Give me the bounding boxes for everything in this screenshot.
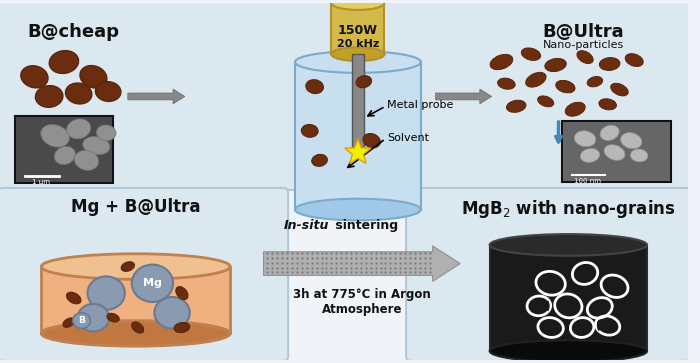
Ellipse shape <box>577 51 593 64</box>
Ellipse shape <box>363 134 380 148</box>
Ellipse shape <box>176 287 188 299</box>
Ellipse shape <box>625 54 643 66</box>
Ellipse shape <box>97 125 116 141</box>
Ellipse shape <box>36 86 63 107</box>
Ellipse shape <box>507 100 526 112</box>
Ellipse shape <box>545 58 566 72</box>
Bar <box>331 3 384 54</box>
Ellipse shape <box>295 51 421 73</box>
Ellipse shape <box>83 136 110 155</box>
Ellipse shape <box>73 313 90 329</box>
Ellipse shape <box>41 254 230 280</box>
Wedge shape <box>597 320 608 331</box>
Ellipse shape <box>566 102 585 116</box>
Ellipse shape <box>66 292 81 304</box>
Ellipse shape <box>132 322 144 333</box>
Ellipse shape <box>356 76 372 88</box>
Ellipse shape <box>580 148 600 162</box>
Wedge shape <box>539 301 550 311</box>
Ellipse shape <box>331 0 384 10</box>
Ellipse shape <box>522 48 540 60</box>
Text: Mg: Mg <box>143 278 162 288</box>
Text: Atmosphere: Atmosphere <box>321 303 402 316</box>
Text: 100 nm: 100 nm <box>575 178 601 184</box>
Bar <box>352 54 364 152</box>
Text: 150W: 150W <box>338 24 378 37</box>
Bar <box>562 121 671 182</box>
Ellipse shape <box>132 265 173 302</box>
Ellipse shape <box>599 58 620 70</box>
Ellipse shape <box>41 321 230 346</box>
Ellipse shape <box>538 96 554 107</box>
Text: B@Ultra: B@Ultra <box>542 23 624 41</box>
Ellipse shape <box>66 83 92 104</box>
Ellipse shape <box>621 132 642 149</box>
Ellipse shape <box>63 318 75 327</box>
Ellipse shape <box>556 80 575 93</box>
Text: B: B <box>78 316 85 325</box>
Bar <box>564 122 670 181</box>
Ellipse shape <box>331 47 384 61</box>
FancyBboxPatch shape <box>406 188 690 361</box>
Ellipse shape <box>490 340 647 362</box>
Ellipse shape <box>306 79 323 94</box>
Text: Solvent: Solvent <box>387 133 429 143</box>
FancyBboxPatch shape <box>0 1 690 190</box>
Ellipse shape <box>604 144 625 160</box>
Ellipse shape <box>21 66 48 88</box>
Ellipse shape <box>88 276 125 310</box>
Ellipse shape <box>312 154 328 166</box>
Ellipse shape <box>490 234 647 256</box>
Ellipse shape <box>295 199 421 220</box>
Text: MgB$_2$ with nano-grains: MgB$_2$ with nano-grains <box>461 198 676 220</box>
Ellipse shape <box>587 77 603 87</box>
Ellipse shape <box>302 125 318 137</box>
Ellipse shape <box>174 322 190 333</box>
Ellipse shape <box>66 119 91 139</box>
Ellipse shape <box>107 313 119 322</box>
FancyArrow shape <box>263 246 460 281</box>
FancyArrow shape <box>128 89 185 104</box>
Text: Nano-particles: Nano-particles <box>542 40 624 50</box>
Text: sintering: sintering <box>331 219 398 232</box>
Ellipse shape <box>49 50 78 73</box>
Ellipse shape <box>526 72 546 87</box>
Ellipse shape <box>498 78 515 89</box>
Ellipse shape <box>121 262 134 271</box>
Text: Mg + B@Ultra: Mg + B@Ultra <box>71 198 200 216</box>
Ellipse shape <box>74 150 99 170</box>
FancyBboxPatch shape <box>0 188 288 361</box>
Text: 3h at 775°C in Argon: 3h at 775°C in Argon <box>293 288 430 301</box>
Ellipse shape <box>490 54 513 70</box>
Ellipse shape <box>610 83 628 96</box>
Ellipse shape <box>95 82 121 101</box>
Bar <box>15 117 112 182</box>
Bar <box>41 266 230 333</box>
Ellipse shape <box>80 66 107 88</box>
FancyArrow shape <box>435 89 491 104</box>
Ellipse shape <box>574 131 596 147</box>
Ellipse shape <box>55 146 76 164</box>
Ellipse shape <box>600 125 620 140</box>
Text: Metal probe: Metal probe <box>387 100 454 110</box>
Ellipse shape <box>155 297 190 329</box>
Polygon shape <box>345 139 371 164</box>
Text: 20 kHz: 20 kHz <box>337 39 379 49</box>
Text: B@cheap: B@cheap <box>28 23 120 41</box>
Ellipse shape <box>78 304 109 331</box>
Ellipse shape <box>630 149 648 162</box>
Text: In-situ: In-situ <box>284 219 330 232</box>
Bar <box>15 116 113 183</box>
Bar <box>295 62 421 209</box>
Bar <box>490 245 647 351</box>
Text: 1 μm: 1 μm <box>32 179 50 185</box>
Ellipse shape <box>599 99 617 110</box>
Ellipse shape <box>41 125 69 147</box>
